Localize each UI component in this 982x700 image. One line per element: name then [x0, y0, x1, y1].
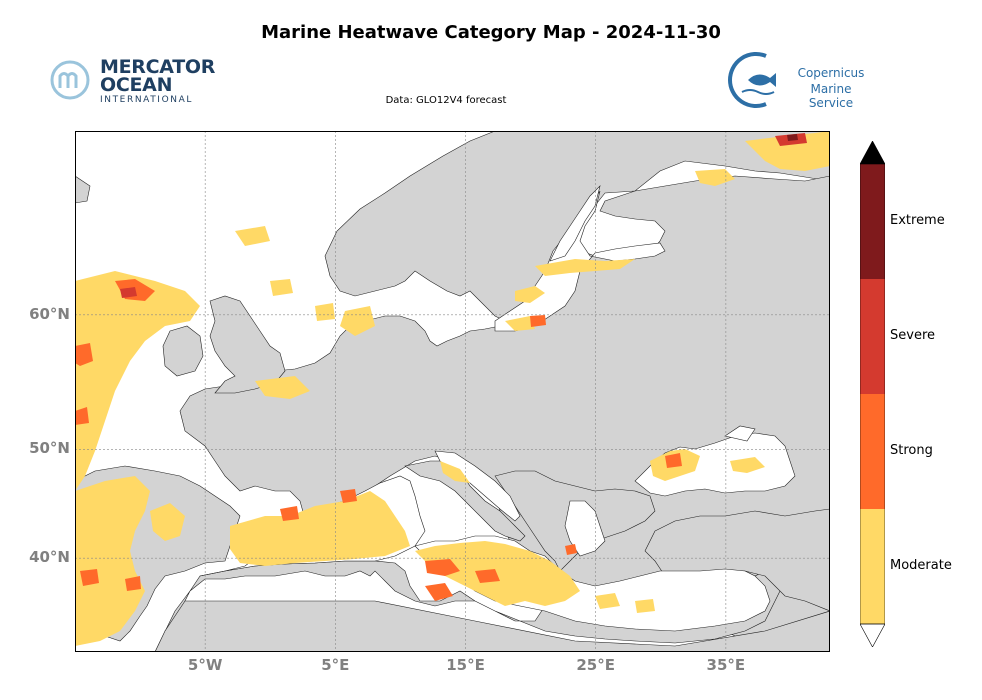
data-source-note: Data: GLO12V4 forecast: [385, 95, 507, 106]
mercator-logo-line3: INTERNATIONAL: [100, 95, 193, 105]
strong-patch: [75, 343, 93, 366]
mercator-logo-line2: OCEAN: [100, 74, 173, 96]
moderate-patch: [595, 593, 620, 609]
moderate-patch: [415, 541, 580, 606]
strong-patch: [125, 576, 141, 591]
map-frame: [75, 131, 830, 652]
extreme-patches: [787, 134, 798, 141]
lat-tick-label: 60°N: [29, 304, 70, 323]
colorbar-label: Moderate: [890, 557, 952, 573]
moderate-patch: [75, 476, 150, 646]
mercator-wave-icon: [50, 60, 90, 100]
lon-tick-label: 5°W: [187, 656, 223, 674]
moderate-patch: [75, 271, 200, 491]
extreme-patch: [787, 134, 798, 141]
colorbar-segment-severe: [860, 279, 885, 394]
strong-patch: [665, 453, 682, 468]
copernicus-logo-line2: Marine Service: [808, 82, 854, 110]
strong-patch: [280, 506, 299, 521]
moderate-patch: [695, 169, 735, 186]
colorbar-outline: [860, 163, 885, 625]
strong-patch: [530, 315, 546, 327]
strong-patch: [75, 407, 89, 425]
moderate-patch: [745, 131, 830, 171]
lon-tick-label: 35°E: [706, 656, 746, 674]
lon-tick-label: 25°E: [576, 656, 615, 674]
strong-patch: [425, 583, 453, 601]
land-areas: [75, 131, 830, 652]
moderate-patch: [235, 226, 270, 246]
colorbar-extend-max: [860, 141, 885, 165]
lon-tick-label: 15°E: [446, 656, 485, 674]
moderate-patch: [340, 306, 375, 336]
mercator-ocean-logo: MERCATOR OCEAN INTERNATIONAL: [50, 58, 220, 108]
moderate-patch: [505, 316, 535, 331]
strong-patch: [475, 569, 500, 583]
strong-patch: [425, 559, 460, 576]
colorbar-segment-moderate: [860, 509, 885, 624]
strong-patch: [340, 489, 357, 503]
strong-patch: [565, 544, 577, 555]
strong-patch: [80, 569, 99, 586]
moderate-patch: [230, 491, 410, 566]
mercator-logo-line1: MERCATOR: [100, 56, 216, 78]
moderate-patch: [270, 279, 293, 296]
moderate-patch: [535, 259, 635, 276]
colorbar-segment-strong: [860, 394, 885, 509]
colorbar-label: Extreme: [890, 212, 945, 228]
colorbar-extend-min: [860, 623, 885, 647]
map-title: Marine Heatwave Category Map - 2024-11-3…: [261, 22, 721, 43]
colorbar-label: Strong: [890, 442, 933, 458]
moderate-patch: [255, 376, 310, 399]
moderate-patch: [150, 503, 185, 541]
moderate-patch: [730, 457, 765, 473]
lat-tick-label: 40°N: [29, 548, 70, 567]
severe-patch: [120, 287, 137, 298]
graticule: [75, 131, 830, 652]
moderate-patch: [635, 599, 655, 613]
colorbar-label: Severe: [890, 327, 935, 343]
moderate-patch: [440, 461, 470, 483]
heatwave-map: [75, 131, 830, 652]
moderate-patch: [315, 303, 335, 321]
moderate-patch: [515, 286, 545, 303]
moderate-patches: [75, 131, 830, 646]
copernicus-fish-icon: [728, 52, 776, 108]
strong-patches: [75, 279, 682, 601]
lon-tick-label: 5°E: [321, 656, 350, 674]
colorbar-segment-extreme: [860, 164, 885, 279]
lat-tick-label: 50°N: [29, 439, 70, 458]
copernicus-marine-logo: Copernicus Marine Service: [726, 50, 886, 112]
category-colorbar: [860, 141, 885, 647]
copernicus-logo-line1: Copernicus: [797, 66, 865, 80]
